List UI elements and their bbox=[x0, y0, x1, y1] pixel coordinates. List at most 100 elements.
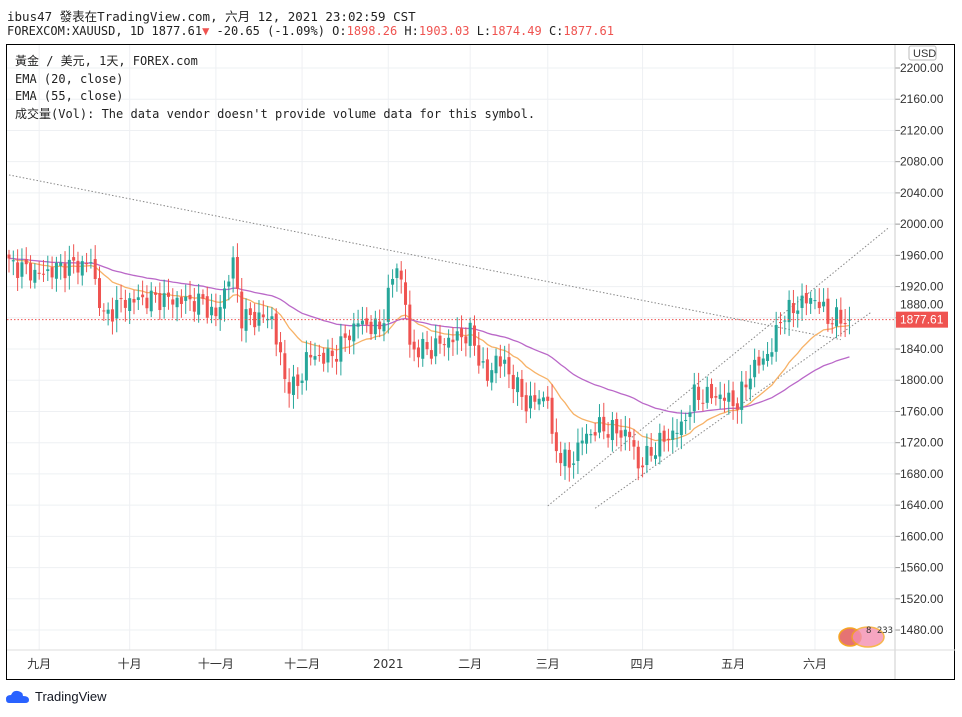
candle-body bbox=[468, 322, 472, 346]
tradingview-logo[interactable]: TradingView bbox=[6, 689, 107, 704]
candle-body bbox=[593, 432, 597, 436]
candle-body bbox=[29, 263, 33, 281]
candle-body bbox=[477, 345, 481, 366]
candle-body bbox=[171, 299, 175, 305]
candle-body bbox=[697, 386, 701, 400]
candle-body bbox=[223, 288, 226, 309]
x-tick-label: 十月 bbox=[118, 657, 142, 671]
candle-body bbox=[679, 421, 683, 436]
candle-body bbox=[425, 342, 429, 350]
candle-body bbox=[408, 304, 412, 345]
legend-symbol: 黃金 / 美元, 1天, FOREX.com bbox=[15, 54, 198, 68]
candle-body bbox=[309, 354, 313, 358]
legend-volume: 成交量(Vol): The data vendor doesn't provid… bbox=[15, 106, 536, 121]
candle-body bbox=[727, 392, 731, 402]
candle-body bbox=[313, 356, 317, 360]
candle-body bbox=[175, 297, 179, 308]
candle-body bbox=[666, 438, 670, 440]
candle-body bbox=[636, 446, 640, 469]
candle-body bbox=[386, 287, 390, 322]
candle-body bbox=[516, 377, 520, 393]
candle-body bbox=[93, 259, 97, 280]
candle-body bbox=[205, 296, 209, 318]
candle-body bbox=[550, 397, 554, 434]
candle-body bbox=[72, 257, 76, 261]
candle-body bbox=[154, 292, 158, 295]
trendline bbox=[8, 174, 841, 341]
candle-body bbox=[485, 359, 489, 381]
candle-body bbox=[546, 396, 550, 401]
candle-body bbox=[722, 397, 726, 401]
candle-body bbox=[761, 358, 765, 365]
candle-body bbox=[46, 269, 50, 272]
candle-body bbox=[770, 352, 774, 357]
candle-body bbox=[184, 296, 188, 301]
candle-body bbox=[270, 316, 274, 320]
y-tick-label: 1880.00 bbox=[900, 298, 944, 312]
candle-body bbox=[710, 383, 714, 399]
candle-body bbox=[188, 294, 192, 300]
candle-body bbox=[451, 339, 455, 343]
y-tick-label: 2080.00 bbox=[900, 155, 944, 169]
candle-body bbox=[541, 397, 545, 402]
candle-body bbox=[54, 262, 58, 279]
candle-body bbox=[266, 318, 270, 321]
candle-body bbox=[843, 323, 847, 325]
candle-body bbox=[128, 298, 132, 312]
candle-body bbox=[740, 381, 744, 410]
candle-body bbox=[576, 442, 580, 461]
legend-ema20: EMA (20, close) bbox=[15, 71, 124, 86]
candle-body bbox=[464, 336, 468, 344]
chart-frame[interactable] bbox=[6, 44, 955, 680]
us-flag-icon bbox=[851, 626, 885, 648]
candle-body bbox=[537, 398, 541, 405]
candle-body bbox=[279, 342, 283, 353]
candle-body bbox=[158, 293, 162, 311]
candle-body bbox=[291, 376, 295, 395]
candle-body bbox=[757, 356, 761, 366]
chart-legend: 黃金 / 美元, 1天, FOREX.com EMA (20, close) E… bbox=[15, 53, 535, 123]
candle-body bbox=[378, 321, 382, 330]
high-value: 1903.03 bbox=[418, 24, 470, 38]
candle-body bbox=[356, 323, 360, 327]
y-tick-label: 1560.00 bbox=[900, 561, 944, 575]
event-badge-text: 8 233 bbox=[866, 626, 893, 636]
candle-body bbox=[123, 299, 127, 308]
x-tick-label: 五月 bbox=[721, 657, 745, 671]
candle-body bbox=[136, 297, 140, 300]
candle-body bbox=[210, 306, 214, 316]
candle-body bbox=[766, 353, 770, 361]
candle-body bbox=[830, 323, 834, 325]
candle-body bbox=[602, 416, 606, 432]
candle-body bbox=[804, 292, 808, 304]
symbol-ohlc-bar: FOREXCOM:XAUUSD, 1D 1877.61▼ -20.65 (-1.… bbox=[7, 24, 614, 38]
candle-body bbox=[817, 301, 821, 309]
candle-body bbox=[89, 262, 93, 264]
candle-body bbox=[572, 463, 576, 465]
candle-body bbox=[563, 449, 567, 467]
candle-body bbox=[339, 336, 343, 362]
x-tick-label: 四月 bbox=[631, 657, 655, 671]
candle-body bbox=[787, 299, 791, 323]
candle-body bbox=[304, 352, 308, 381]
candle-body bbox=[800, 295, 804, 308]
candle-body bbox=[235, 256, 239, 289]
candle-body bbox=[472, 325, 476, 346]
candle-body bbox=[529, 395, 533, 409]
x-tick-label: 九月 bbox=[27, 657, 51, 671]
candle-body bbox=[589, 434, 593, 436]
candle-body bbox=[404, 282, 408, 305]
candle-body bbox=[63, 263, 67, 279]
candle-body bbox=[67, 259, 71, 276]
candle-body bbox=[59, 262, 63, 266]
y-tick-label: 2040.00 bbox=[900, 186, 944, 200]
y-tick-label: 1960.00 bbox=[900, 248, 944, 262]
candle-body bbox=[322, 352, 326, 364]
candle-body bbox=[110, 309, 114, 322]
candle-body bbox=[231, 257, 235, 279]
publish-header: ibus47 發表在TradingView.com, 六月 12, 2021 2… bbox=[7, 9, 416, 24]
candle-body bbox=[50, 267, 54, 278]
candle-body bbox=[714, 396, 718, 398]
candle-body bbox=[132, 298, 136, 303]
